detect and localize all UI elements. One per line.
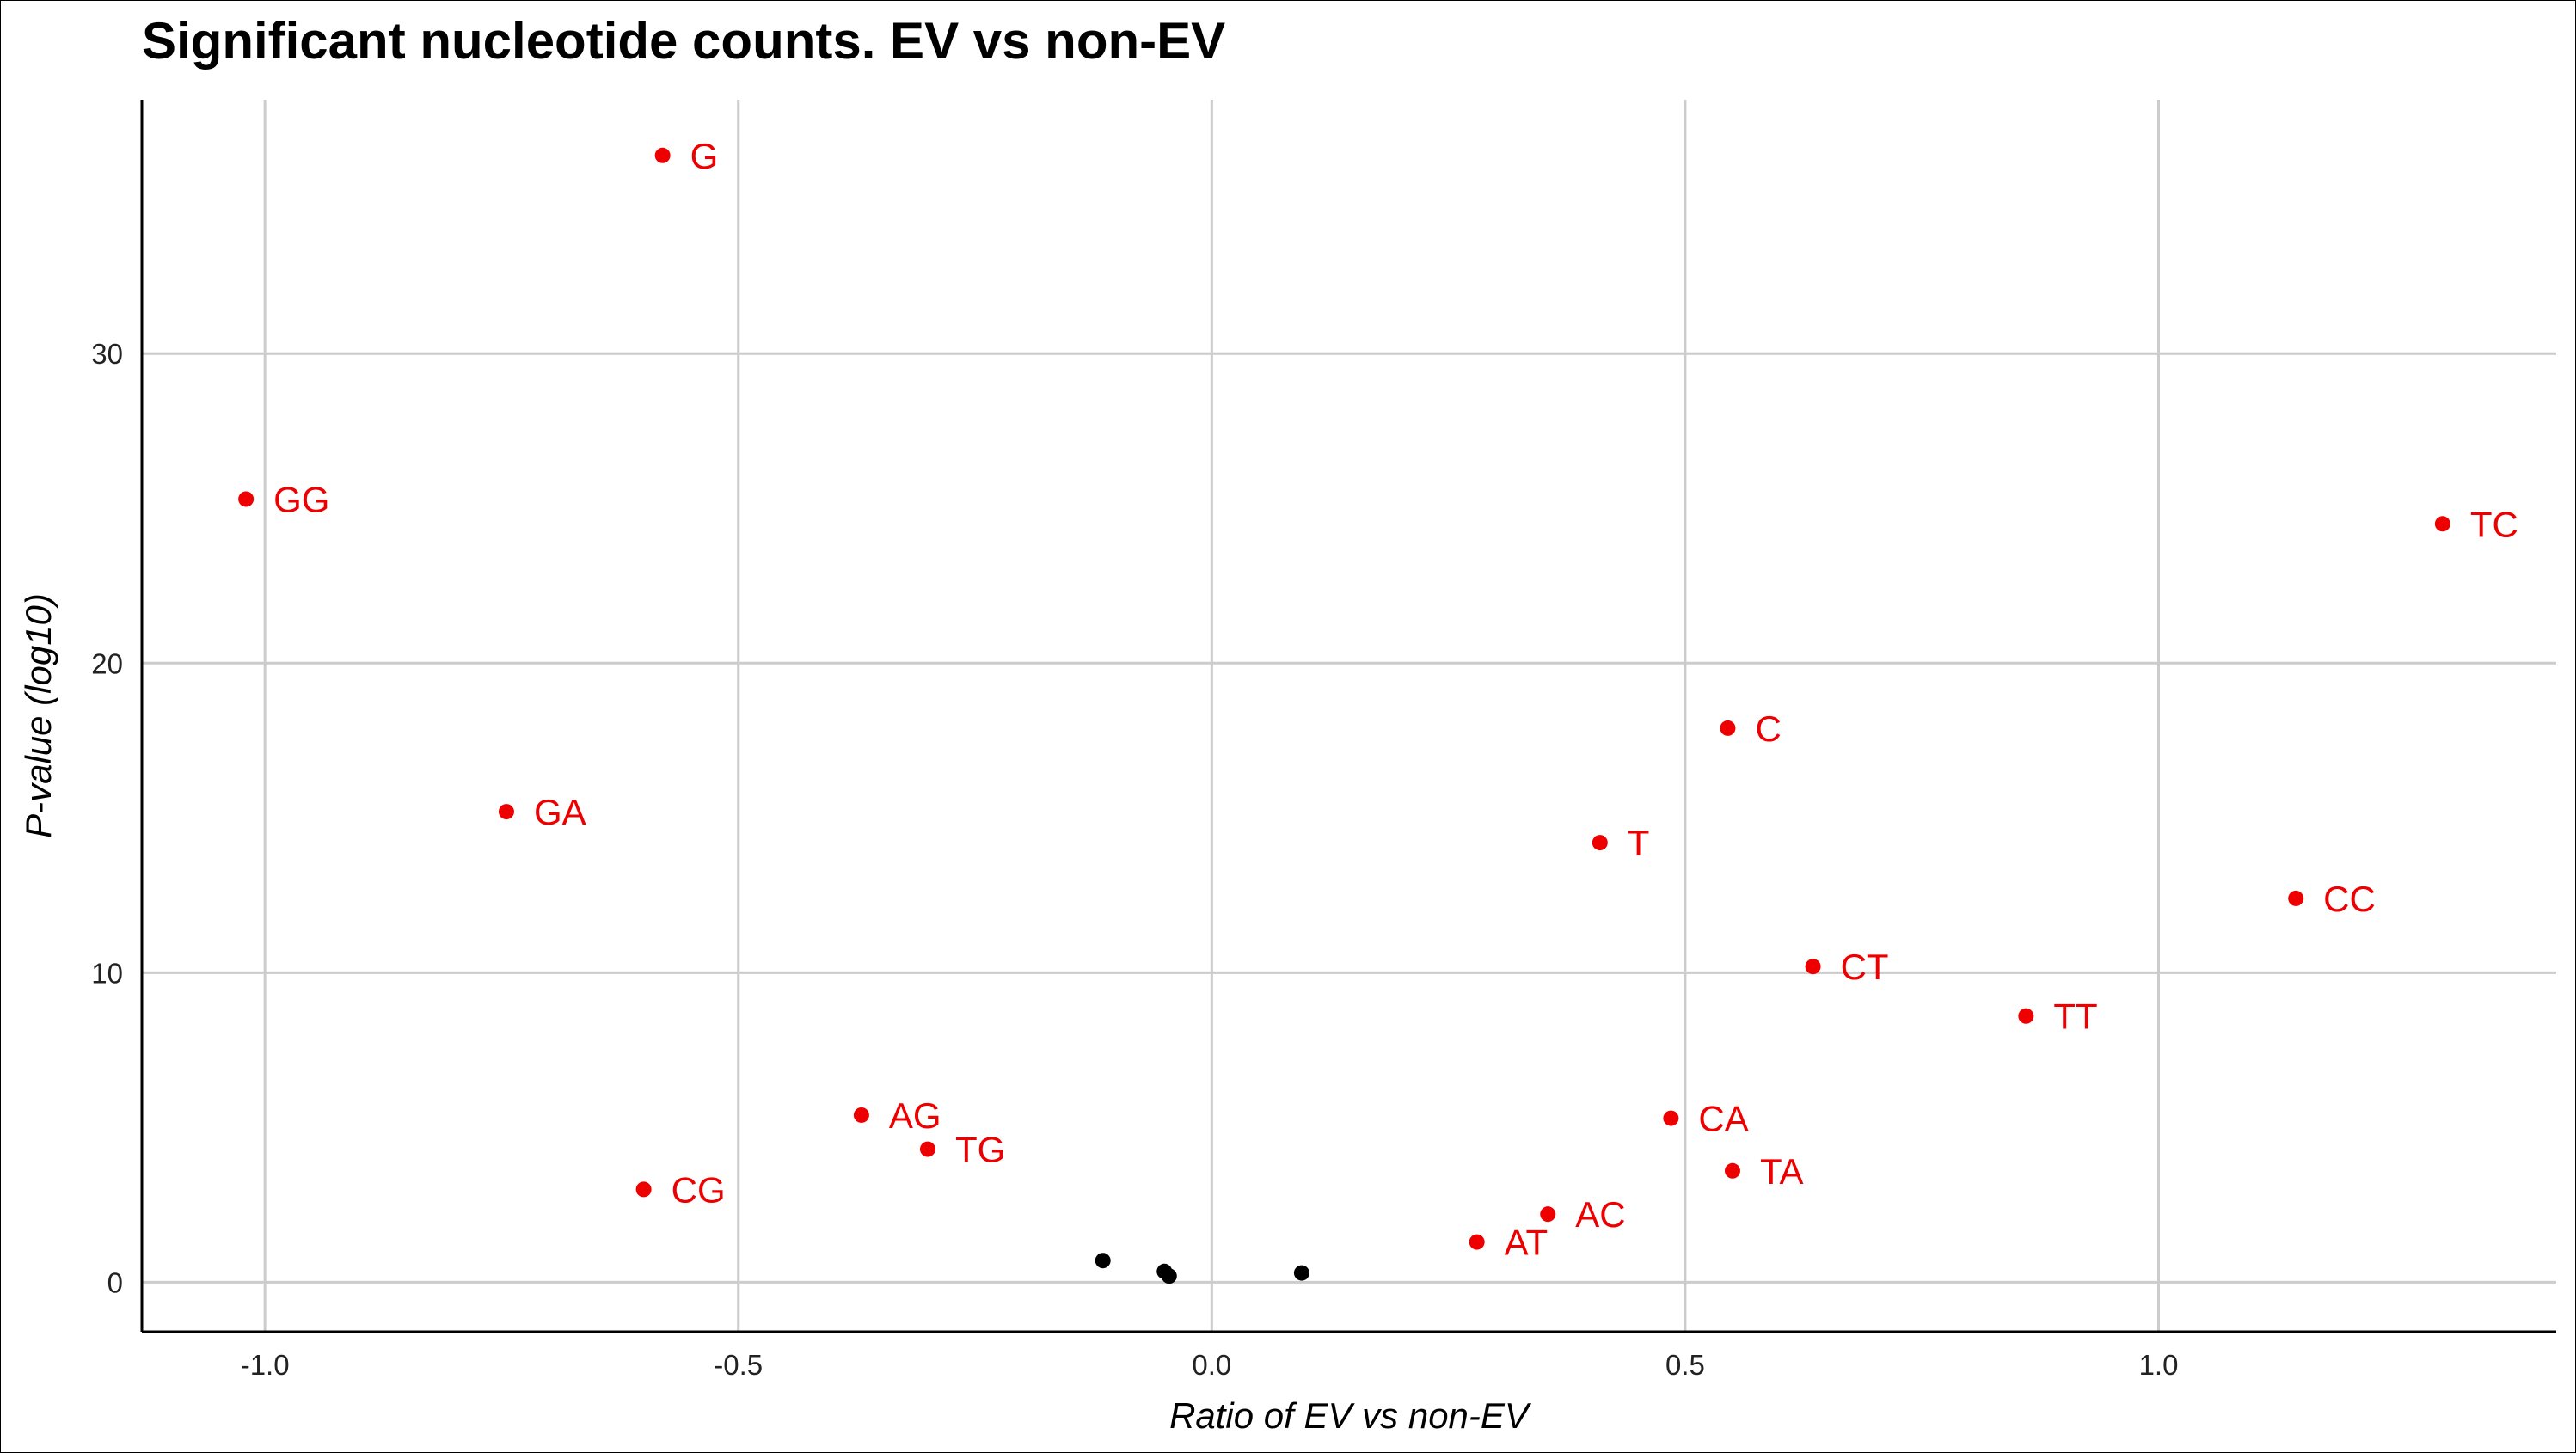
data-point [1469,1234,1485,1250]
x-axis-title: Ratio of EV vs non-EV [1169,1395,1532,1436]
data-point-label: AT [1505,1223,1549,1263]
data-point [635,1181,652,1198]
data-point-label: C [1755,708,1781,749]
grid-lines [142,100,2556,1332]
data-point [498,804,514,820]
data-point [853,1107,869,1123]
chart-title: Significant nucleotide counts. EV vs non… [142,12,1226,70]
data-point-label: CA [1698,1099,1748,1139]
y-tick-label: 0 [107,1266,123,1298]
data-point-label: AC [1575,1194,1625,1235]
x-tick-label: 0.5 [1665,1349,1705,1381]
data-point [1805,959,1821,975]
data-point [1540,1206,1556,1223]
data-point-label: GG [273,479,329,519]
data-point [1592,835,1608,851]
data-point-label: TT [2053,996,2097,1037]
data-point [2018,1008,2034,1024]
data-point [919,1141,935,1157]
data-point [654,147,671,163]
y-tick-label: 20 [91,647,123,679]
data-point [238,491,255,507]
data-point [2434,516,2450,532]
data-point-label: G [690,136,719,176]
data-point [1161,1268,1177,1284]
data-point-label: CG [672,1169,726,1210]
data-point [1720,720,1736,736]
data-point-label: TC [2470,504,2518,544]
data-point-label: AG [889,1095,941,1136]
data-point [2288,890,2304,906]
y-axis-title: P-value (log10) [18,593,58,838]
data-point-label: CC [2323,879,2376,919]
x-tick-label: 1.0 [2139,1349,2179,1381]
y-tick-label: 30 [91,338,123,370]
x-tick-label: -1.0 [241,1349,290,1381]
data-point-label: CT [1841,947,1889,987]
data-point [1095,1253,1111,1269]
data-point-label: TG [955,1130,1005,1170]
data-point [1724,1162,1740,1179]
x-tick-label: -0.5 [714,1349,763,1381]
y-tick-label: 10 [91,957,123,989]
data-point [1663,1110,1679,1126]
data-point-label: TA [1760,1151,1804,1192]
data-point-label: T [1628,823,1650,863]
data-point-label: GA [534,792,586,832]
data-point [1293,1265,1309,1281]
x-tick-label: 0.0 [1192,1349,1231,1381]
